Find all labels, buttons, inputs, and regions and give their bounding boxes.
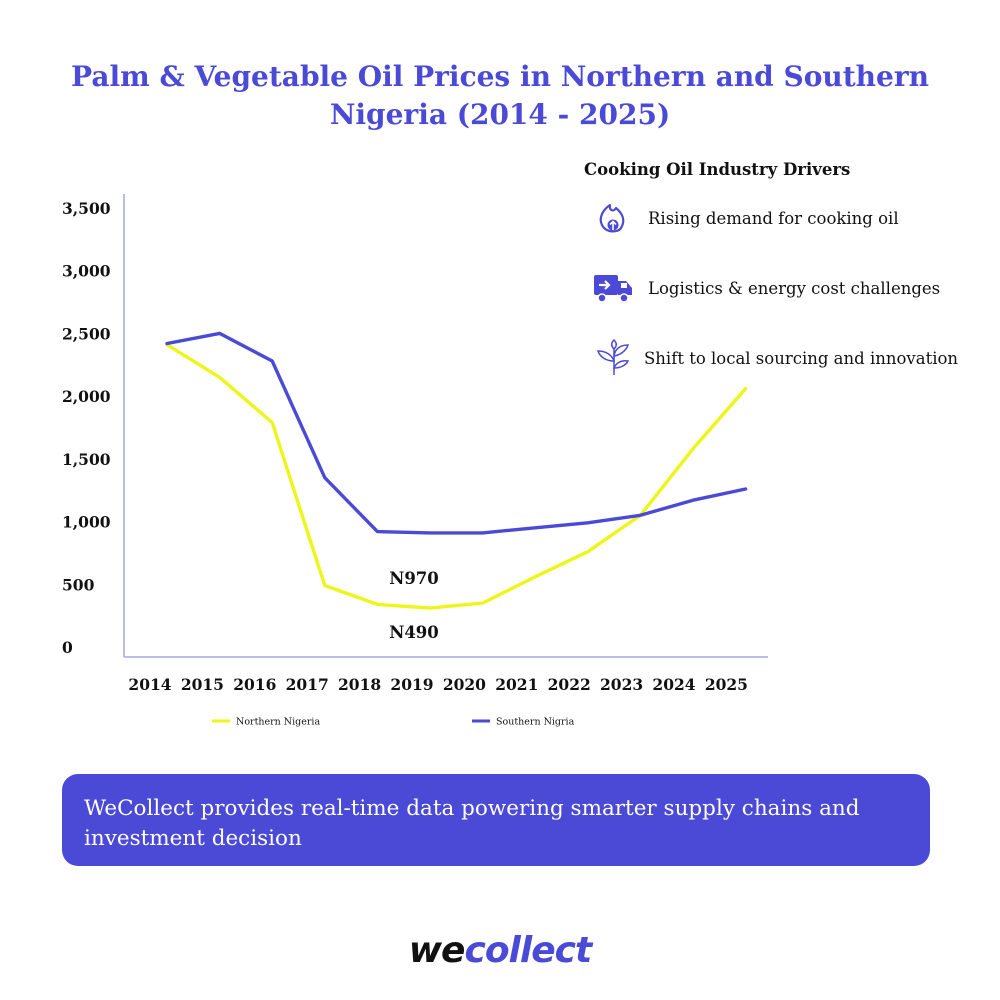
- x-tick-label: 2017: [286, 675, 329, 694]
- delivery-truck-icon: [592, 268, 634, 308]
- chart-title: Palm & Vegetable Oil Prices in Northern …: [71, 60, 929, 131]
- x-tick-label: 2022: [548, 675, 591, 694]
- legend-label: Southern Nigria: [496, 717, 575, 728]
- driver-label: Rising demand for cooking oil: [648, 208, 899, 228]
- logo-collect: collect: [464, 930, 592, 971]
- wecollect-logo: wecollect: [0, 930, 1000, 971]
- banner-text: WeCollect provides real-time data poweri…: [84, 796, 860, 851]
- driver-label: Shift to local sourcing and innovation: [644, 348, 959, 368]
- x-tick-label: 2023: [600, 675, 643, 694]
- x-tick-label: 2024: [652, 675, 695, 694]
- x-tick-label: 2019: [390, 675, 433, 694]
- driver-label: Logistics & energy cost challenges: [648, 278, 941, 298]
- x-tick-label: 2018: [338, 675, 381, 694]
- legend-label: Northern Nigeria: [236, 717, 320, 728]
- sprout-icon: [592, 338, 634, 378]
- driver-item-demand: Rising demand for cooking oil: [592, 198, 899, 238]
- x-tick-label: 2021: [495, 675, 538, 694]
- logo-we: we: [408, 930, 466, 971]
- y-tick-label: 3,500: [62, 199, 111, 218]
- series-line-northern: [165, 343, 748, 610]
- wecollect-banner: WeCollect provides real-time data poweri…: [62, 774, 930, 866]
- annotation-label: N490: [389, 623, 439, 642]
- driver-item-sourcing: Shift to local sourcing and innovation: [592, 338, 958, 378]
- y-tick-label: 500: [62, 575, 95, 594]
- annotation-label: N970: [389, 569, 439, 588]
- y-tick-label: 0: [62, 638, 73, 657]
- x-tick-label: 2014: [128, 675, 171, 694]
- y-tick-label: 1,500: [62, 450, 111, 469]
- x-tick-label: 2016: [233, 675, 276, 694]
- drivers-heading: Cooking Oil Industry Drivers: [584, 160, 851, 179]
- y-tick-label: 2,500: [62, 324, 111, 343]
- driver-item-logistics: Logistics & energy cost challenges: [592, 268, 940, 308]
- series-line-southern: [165, 331, 748, 535]
- y-tick-label: 3,000: [62, 262, 111, 281]
- line-chart: 0 500 1,000 1,500 2,000 2,500 3,000 3,500 2014 2…: [62, 194, 768, 728]
- y-tick-label: 2,000: [62, 387, 111, 406]
- x-tick-label: 2015: [181, 675, 224, 694]
- x-tick-label: 2020: [443, 675, 486, 694]
- rising-flame-icon: [592, 198, 634, 238]
- y-tick-label: 1,000: [62, 513, 111, 532]
- x-tick-label: 2025: [705, 675, 748, 694]
